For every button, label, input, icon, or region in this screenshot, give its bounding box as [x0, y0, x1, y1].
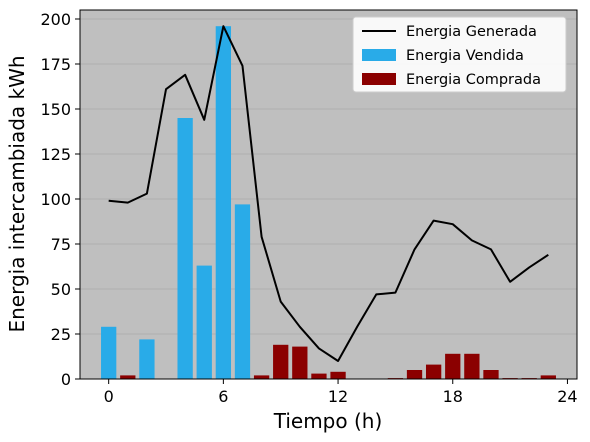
legend-entry-label: Energia Comprada: [406, 72, 541, 88]
legend-swatch-bar: [362, 73, 396, 85]
x-tick-label: 0: [104, 387, 114, 406]
bar: [540, 375, 556, 379]
bar: [120, 375, 136, 379]
bar: [177, 118, 193, 379]
legend: Energia Generada Energia Vendida Energia C…: [352, 16, 567, 93]
legend-entry-label: Energia Vendida: [406, 48, 524, 64]
bar: [292, 346, 308, 379]
bar: [253, 375, 270, 379]
bar: [406, 370, 423, 379]
bar: [330, 371, 346, 379]
bar: [311, 373, 327, 379]
x-tick-label: 18: [443, 387, 463, 406]
y-tick-label: 75: [51, 235, 71, 254]
y-tick-label: 50: [51, 280, 71, 299]
y-tick-label: 150: [40, 100, 71, 119]
y-tick-label: 175: [40, 55, 71, 74]
bar: [273, 344, 289, 379]
bar: [139, 339, 155, 379]
y-tick-label: 0: [61, 370, 71, 389]
bar: [425, 364, 442, 379]
legend-entry-label: Energia Generada: [406, 24, 537, 40]
bar: [445, 353, 461, 379]
plot-frame: [79, 9, 578, 380]
legend-swatch-bar: [362, 49, 396, 61]
x-tick-label: 6: [218, 387, 228, 406]
x-tick-label: 12: [328, 387, 348, 406]
x-axis-label: Tiempo (h): [273, 409, 383, 433]
y-tick-label: 100: [40, 190, 71, 209]
legend-box: [352, 16, 567, 93]
y-tick-label: 125: [40, 145, 71, 164]
y-tick-label: 200: [40, 10, 71, 29]
x-tick-label: 24: [557, 387, 577, 406]
bar: [101, 326, 117, 379]
y-tick-label: 25: [51, 325, 71, 344]
y-axis-label: Energia intercambiada kWh: [5, 55, 29, 332]
bar: [215, 26, 232, 379]
series-line: [108, 25, 549, 362]
bar: [234, 204, 251, 379]
bar: [483, 370, 499, 379]
bar: [464, 353, 480, 379]
bar: [196, 265, 212, 379]
